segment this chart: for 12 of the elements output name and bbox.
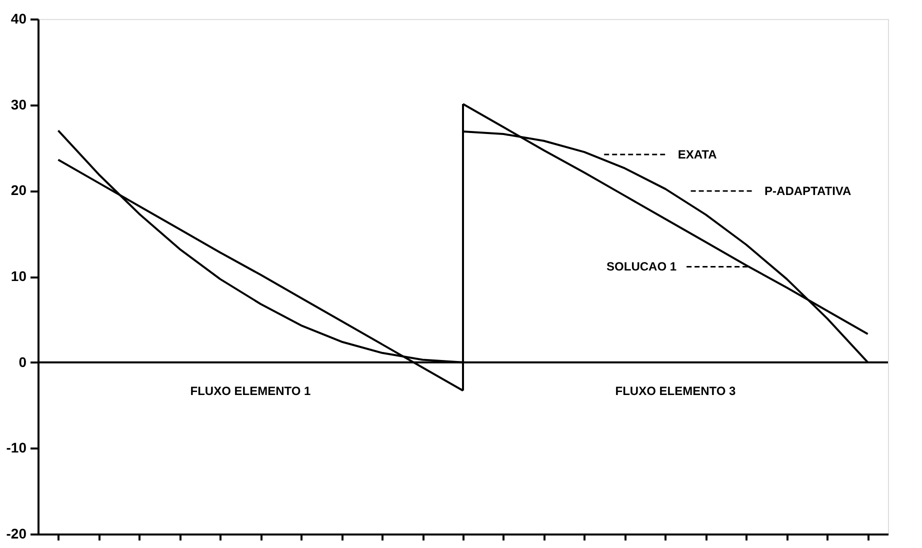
y-tick-label: 30: [10, 96, 27, 112]
y-tick-label: 10: [10, 268, 27, 284]
y-tick-label: 0: [18, 354, 27, 370]
y-tick-label: -10: [6, 440, 27, 456]
y-tick-label: 40: [10, 10, 27, 26]
annotation: SOLUCAO 1: [606, 260, 677, 274]
annotation: FLUXO ELEMENTO 3: [615, 384, 736, 398]
y-tick-label: 20: [10, 182, 27, 198]
y-tick-label: -20: [6, 526, 27, 542]
annotation: FLUXO ELEMENTO 1: [190, 384, 312, 398]
annotation: EXATA: [678, 147, 718, 162]
annotation: P-ADAPTATIVA: [764, 184, 852, 198]
